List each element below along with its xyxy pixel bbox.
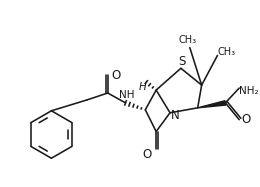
Text: O: O — [242, 113, 251, 126]
Text: S: S — [178, 55, 186, 68]
Text: NH: NH — [119, 90, 134, 100]
Text: NH₂: NH₂ — [239, 86, 259, 96]
Text: O: O — [111, 69, 120, 82]
Text: CH₃: CH₃ — [179, 35, 197, 45]
Polygon shape — [198, 101, 226, 108]
Text: CH₃: CH₃ — [217, 47, 235, 57]
Text: N: N — [171, 109, 179, 122]
Text: O: O — [143, 148, 152, 161]
Text: H: H — [139, 82, 146, 92]
